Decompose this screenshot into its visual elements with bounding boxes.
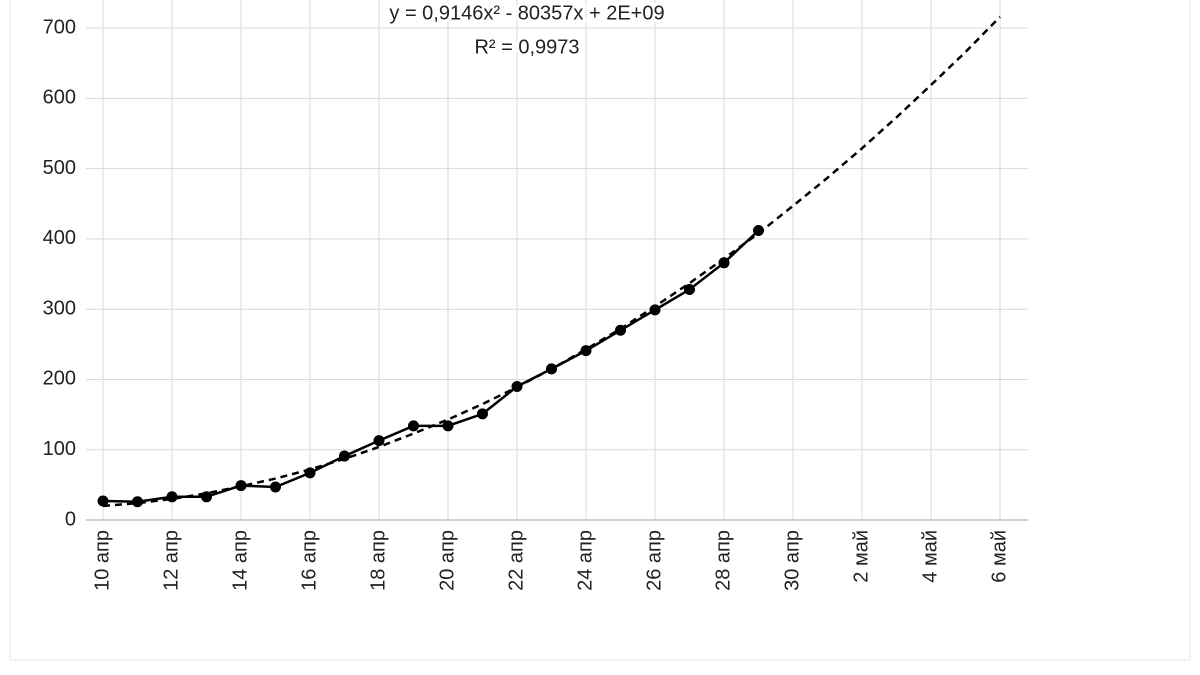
y-tick-label: 0 [65, 508, 76, 530]
x-tick-label: 20 апр [436, 530, 458, 591]
data-point [166, 491, 178, 503]
data-point [580, 345, 592, 357]
data-point [753, 224, 764, 236]
data-point [132, 496, 143, 508]
y-tick-label: 700 [43, 16, 76, 38]
x-tick-label: 2 май [850, 530, 872, 583]
annotation: y = 0,9146x² - 80357x + 2E+09 [389, 2, 664, 24]
annotation: R² = 0,9973 [474, 36, 579, 58]
x-tick-label: 22 апр [505, 530, 527, 591]
x-tick-label: 4 май [919, 530, 941, 583]
x-tick-label: 24 апр [574, 530, 596, 591]
data-line [102, 229, 760, 503]
x-tick-label: 18 апр [367, 530, 389, 591]
chart-frame [9, 0, 1191, 661]
y-tick-label: 300 [43, 297, 76, 319]
y-tick-label: 400 [43, 227, 76, 249]
x-tick-label: 6 май [988, 530, 1010, 583]
x-tick-label: 28 апр [712, 530, 734, 591]
trend-line [102, 15, 1001, 508]
data-point [270, 481, 281, 493]
x-tick-label: 12 апр [160, 530, 182, 591]
x-tick-label: 14 апр [229, 530, 251, 591]
data-point [408, 420, 419, 432]
data-point [235, 480, 247, 492]
x-tick-label: 16 апр [298, 530, 320, 591]
data-point [442, 420, 454, 432]
y-tick-label: 100 [43, 438, 76, 460]
data-point [477, 408, 488, 420]
x-tick-label: 30 апр [781, 530, 803, 591]
y-tick-label: 500 [43, 157, 76, 179]
y-tick-label: 600 [43, 87, 76, 109]
x-tick-label: 26 апр [643, 530, 665, 591]
data-point [373, 435, 385, 447]
y-tick-label: 200 [43, 368, 76, 390]
data-point [97, 495, 109, 507]
data-point [684, 284, 695, 296]
x-tick-label: 10 апр [91, 530, 113, 591]
